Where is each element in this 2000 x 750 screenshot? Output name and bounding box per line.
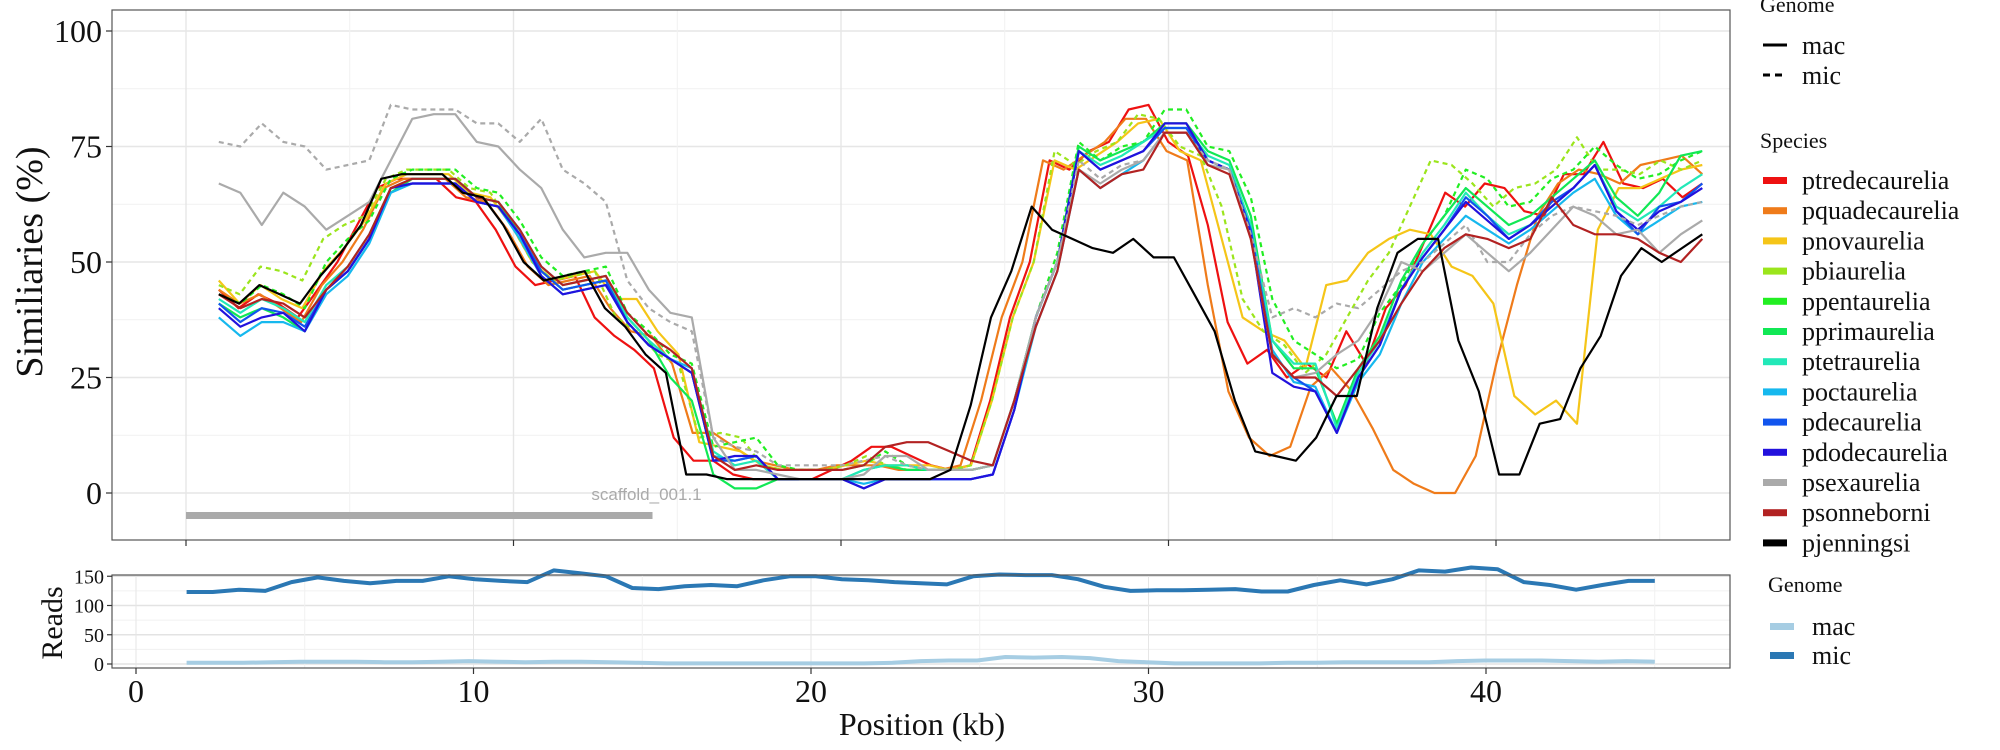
- similarity-plot-background: [112, 10, 1730, 540]
- reads-x-ticks: 0 10 20 30 40: [128, 668, 1502, 709]
- reads-y-axis-label: Reads: [36, 586, 69, 659]
- similarity-plot-frame: [111, 9, 1731, 541]
- scaffold-label: scaffold_001.1: [591, 485, 701, 504]
- legend-label-ppentaurelia: ppentaurelia: [1802, 287, 1931, 316]
- reads-gridlines: [112, 575, 1730, 668]
- reads-line-mic: [186, 565, 1655, 594]
- legend-label-pquadecaurelia: pquadecaurelia: [1802, 196, 1960, 225]
- legend-label-psexaurelia: psexaurelia: [1802, 468, 1921, 497]
- legend-label-pbiaurelia: pbiaurelia: [1802, 257, 1906, 286]
- legend-key-pprimaurelia: [1763, 328, 1787, 335]
- legend-label-pnovaurelia: pnovaurelia: [1802, 226, 1925, 255]
- reads-line-mac: [186, 655, 1655, 666]
- similarity-series: [217, 103, 1704, 495]
- legend-species: Species ptredecaureliapquadecaureliapnov…: [1760, 128, 1960, 557]
- legend-label-pprimaurelia: pprimaurelia: [1802, 317, 1935, 346]
- y-tick-label: 75: [70, 129, 102, 165]
- legend-label-pdecaurelia: pdecaurelia: [1802, 408, 1922, 437]
- legend-label-psonneborni: psonneborni: [1802, 498, 1931, 527]
- series-line-psexaurelia-mac: [218, 113, 1703, 481]
- legend-key-reads-mic: [1770, 652, 1794, 659]
- series-line-pjenningsi-mac: [218, 173, 1703, 481]
- legend-key-reads-mac: [1770, 623, 1794, 630]
- x-axis-label: Position (kb): [839, 706, 1005, 742]
- legend-key-pdecaurelia: [1763, 418, 1787, 426]
- similarity-y-ticks: 0 25 50 75 100: [54, 13, 112, 511]
- similarity-gridlines: [112, 10, 1730, 540]
- series-line-psexaurelia-mic: [218, 103, 1703, 471]
- reads-y-ticks: 0 50 100 150: [74, 566, 112, 676]
- legend-label-reads-mic: mic: [1812, 641, 1851, 670]
- legend-label-ptredecaurelia: ptredecaurelia: [1802, 166, 1950, 195]
- legend-label-ptetraurelia: ptetraurelia: [1802, 347, 1921, 376]
- x-tick-label: 30: [1133, 673, 1165, 709]
- legend-label-pdodecaurelia: pdodecaurelia: [1802, 438, 1948, 467]
- similarity-x-ticks: [185, 540, 1497, 546]
- legend-key-ppentaurelia: [1763, 297, 1787, 305]
- legend-key-ptredecaurelia: [1763, 177, 1787, 184]
- legend-key-pbiaurelia: [1763, 267, 1787, 275]
- y-tick-label: 100: [54, 13, 102, 49]
- y-tick-label: 50: [70, 244, 102, 280]
- similarity-panel: scaffold_001.1 0 25 50 75 100 Similiaries (%…: [9, 9, 1731, 546]
- legend-key-poctaurelia: [1763, 388, 1787, 396]
- legend-label-mac: mac: [1802, 31, 1845, 60]
- y-tick-label: 50: [84, 625, 104, 647]
- legend-key-pjenningsi: [1763, 539, 1787, 547]
- x-tick-label: 10: [458, 673, 490, 709]
- reads-panel: 0 50 100 150 0 10 20 30 40 Reads Position (kb): [36, 565, 1731, 742]
- legend-key-pdodecaurelia: [1763, 448, 1787, 456]
- similarity-y-axis-label: Similiaries (%): [9, 146, 51, 377]
- reads-plot-frame: [111, 574, 1731, 669]
- legend-key-pquadecaurelia: [1763, 207, 1787, 215]
- x-tick-label: 40: [1470, 673, 1502, 709]
- legend-key-pnovaurelia: [1763, 237, 1787, 245]
- scaffold-bar: [186, 512, 653, 519]
- legend-label-pjenningsi: pjenningsi: [1802, 528, 1910, 557]
- legend-label-reads-mac: mac: [1812, 612, 1855, 641]
- y-tick-label: 150: [74, 566, 104, 588]
- legend-key-psexaurelia: [1763, 479, 1787, 486]
- series-line-pquadecaurelia-mac: [218, 117, 1704, 495]
- y-tick-label: 25: [70, 360, 102, 396]
- y-tick-label: 0: [94, 654, 104, 676]
- x-tick-label: 0: [128, 673, 144, 709]
- legend-reads-genome-title: Genome: [1768, 572, 1843, 597]
- legend-label-mic: mic: [1802, 61, 1841, 90]
- reads-series: [186, 565, 1655, 666]
- legend-label-poctaurelia: poctaurelia: [1802, 377, 1918, 406]
- y-tick-label: 100: [74, 596, 104, 618]
- series-line-psonneborni-mac: [218, 131, 1704, 471]
- y-tick-label: 0: [86, 475, 102, 511]
- legend-key-ptetraurelia: [1763, 358, 1787, 366]
- legend-key-psonneborni: [1763, 509, 1787, 517]
- series-line-pbiaurelia-mic: [218, 113, 1703, 471]
- legend-genome-title: Genome: [1760, 0, 1835, 17]
- legend-species-title: Species: [1760, 128, 1827, 153]
- x-tick-label: 20: [795, 673, 827, 709]
